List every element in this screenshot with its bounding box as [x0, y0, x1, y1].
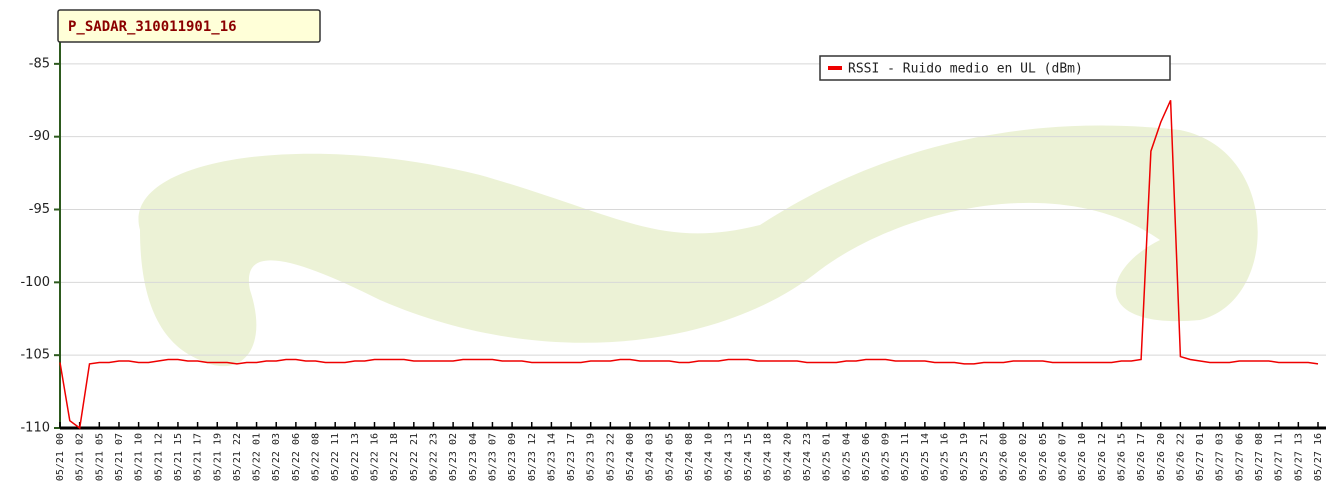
x-tick-label: 05/23 14 [546, 433, 557, 481]
x-tick-label: 05/21 05 [94, 433, 105, 481]
x-tick-label: 05/27 01 [1195, 433, 1206, 481]
title-box: P_SADAR_310011901_16 [57, 9, 321, 43]
series-line [59, 99, 1319, 430]
x-tick-label: 05/26 10 [1077, 433, 1088, 481]
x-tick-label: 05/26 17 [1136, 433, 1147, 481]
y-tick-label: -110 [20, 421, 50, 436]
plot: -110 -105 -100 -95 -90 -85 05/21 00 05/21 02 05/… [20, 32, 1326, 481]
x-tick-label: 05/25 11 [900, 433, 911, 481]
x-tick-label: 05/21 19 [212, 433, 223, 481]
x-tick-label: 05/22 13 [350, 433, 361, 481]
x-tick-label: 05/23 22 [605, 433, 616, 481]
x-tick-label: 05/24 15 [743, 433, 754, 481]
x-tick-label: 05/26 15 [1116, 433, 1127, 481]
x-tick-label: 05/25 09 [881, 433, 892, 481]
x-tick-label: 05/22 11 [330, 433, 341, 481]
x-tick-label: 05/24 08 [684, 433, 695, 481]
x-tick-label: 05/23 04 [468, 433, 479, 481]
y-tick-label: -105 [20, 348, 50, 363]
x-tick-label: 05/25 06 [861, 433, 872, 481]
legend-frame [819, 55, 1171, 81]
x-tick-label: 05/22 08 [311, 433, 322, 481]
x-tick-label: 05/26 20 [1156, 433, 1167, 481]
x-tick-label: 05/22 21 [409, 433, 420, 481]
x-tick-label: 05/21 12 [153, 433, 164, 481]
x-tick-label: 05/22 03 [271, 433, 282, 481]
y-tick-label: -100 [20, 275, 50, 290]
x-tick-label: 05/25 04 [841, 433, 852, 481]
x-tick-label: 05/25 19 [959, 433, 970, 481]
y-tick-label: -90 [29, 129, 50, 144]
x-tick-label: 05/24 20 [782, 433, 793, 481]
x-tick-label: 05/21 17 [193, 433, 204, 481]
x-tick-label: 05/25 14 [920, 433, 931, 481]
x-tick-label: 05/23 19 [586, 433, 597, 481]
x-tick-label: 05/26 00 [999, 433, 1010, 481]
x-tick-label: 05/23 17 [566, 433, 577, 481]
x-tick-label: 05/27 13 [1293, 433, 1304, 481]
chart-title: P_SADAR_310011901_16 [68, 19, 237, 35]
x-tick-label: 05/23 07 [487, 433, 498, 481]
x-tick-label: 05/22 06 [291, 433, 302, 481]
y-tick-label: -85 [29, 56, 50, 71]
x-tick-label: 05/24 23 [802, 433, 813, 481]
x-tick-label: 05/27 06 [1234, 433, 1245, 481]
x-tick-label: 05/26 12 [1097, 433, 1108, 481]
y-tick-label: -95 [29, 202, 50, 217]
x-tick-label: 05/24 18 [763, 433, 774, 481]
x-tick-label: 05/27 08 [1254, 433, 1265, 481]
x-tick-label: 05/24 10 [704, 433, 715, 481]
x-tick-label: 05/21 02 [75, 433, 86, 481]
x-tick-label: 05/24 13 [723, 433, 734, 481]
x-tick-label: 05/21 00 [55, 433, 66, 481]
x-tick-label: 05/24 03 [645, 433, 656, 481]
x-tick-label: 05/21 15 [173, 433, 184, 481]
legend: RSSI - Ruido medio en UL (dBm) [819, 55, 1171, 81]
x-tick-label: 05/25 16 [940, 433, 951, 481]
x-tick-label: 05/24 05 [664, 433, 675, 481]
x-tick-label: 05/24 00 [625, 433, 636, 481]
x-tick-label: 05/26 22 [1175, 433, 1186, 481]
x-tick-label: 05/22 18 [389, 433, 400, 481]
x-tick-label: 05/26 02 [1018, 433, 1029, 481]
legend-label: RSSI - Ruido medio en UL (dBm) [848, 62, 1083, 77]
title-frame [57, 9, 321, 43]
x-tick-label: 05/22 16 [370, 433, 381, 481]
x-tick-label: 05/23 09 [507, 433, 518, 481]
x-tick-label: 05/27 03 [1215, 433, 1226, 481]
x-tick-label: 05/23 12 [527, 433, 538, 481]
x-tick-label: 05/22 23 [428, 433, 439, 481]
x-tick-label: 05/27 11 [1274, 433, 1285, 481]
x-tick-label: 05/21 07 [114, 433, 125, 481]
x-tick-label: 05/23 02 [448, 433, 459, 481]
x-tick-label: 05/25 21 [979, 433, 990, 481]
x-tick-label: 05/27 16 [1313, 433, 1324, 481]
watermark-shape [138, 125, 1258, 367]
x-tick-label: 05/26 07 [1057, 433, 1068, 481]
x-tick-label: 05/21 10 [134, 433, 145, 481]
x-tick-label: 05/21 22 [232, 433, 243, 481]
x-tick-label: 05/22 01 [252, 433, 263, 481]
x-tick-label: 05/26 05 [1038, 433, 1049, 481]
watermark [138, 125, 1258, 367]
x-tick-label: 05/25 01 [822, 433, 833, 481]
